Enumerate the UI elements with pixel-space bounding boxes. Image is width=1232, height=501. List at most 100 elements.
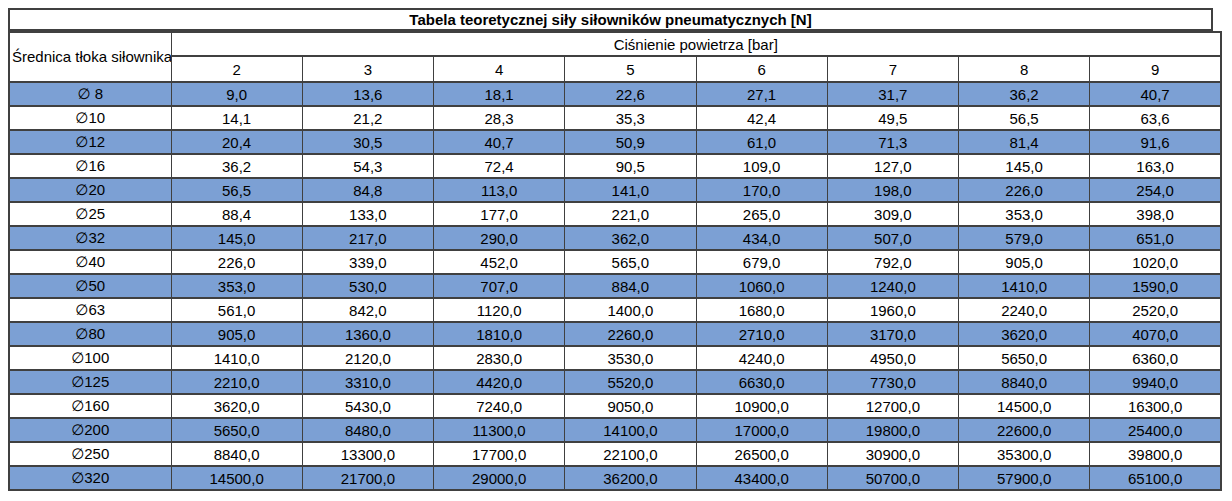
force-value-cell: 133,0 — [302, 202, 433, 226]
force-value-cell: 8480,0 — [302, 418, 433, 442]
force-value-cell: 507,0 — [827, 226, 958, 250]
force-value-cell: 10900,0 — [696, 394, 827, 418]
force-value-cell: 452,0 — [434, 250, 565, 274]
diameter-cell: ∅63 — [9, 298, 171, 322]
pressure-header-cell: 9 — [1090, 56, 1221, 82]
force-value-cell: 265,0 — [696, 202, 827, 226]
force-value-cell: 3310,0 — [302, 370, 433, 394]
pressure-header-cell: 3 — [302, 56, 433, 82]
force-value-cell: 109,0 — [696, 154, 827, 178]
force-value-cell: 40,7 — [1090, 82, 1221, 106]
force-value-cell: 905,0 — [171, 322, 302, 346]
force-value-cell: 49,5 — [827, 106, 958, 130]
diameter-cell: ∅12 — [9, 130, 171, 154]
diameter-cell: ∅25 — [9, 202, 171, 226]
table-row: ∅80905,01360,01810,02260,02710,03170,036… — [9, 322, 1221, 346]
pressure-header-cell: 2 — [171, 56, 302, 82]
force-value-cell: 398,0 — [1090, 202, 1221, 226]
force-value-cell: 8840,0 — [959, 370, 1090, 394]
force-value-cell: 2240,0 — [959, 298, 1090, 322]
force-value-cell: 3620,0 — [171, 394, 302, 418]
force-value-cell: 1680,0 — [696, 298, 827, 322]
diameter-cell: ∅100 — [9, 346, 171, 370]
force-value-cell: 2710,0 — [696, 322, 827, 346]
force-value-cell: 31,7 — [827, 82, 958, 106]
force-value-cell: 2210,0 — [171, 370, 302, 394]
force-value-cell: 36,2 — [171, 154, 302, 178]
force-value-cell: 91,6 — [1090, 130, 1221, 154]
force-value-cell: 12700,0 — [827, 394, 958, 418]
pressure-header-cell: 5 — [565, 56, 696, 82]
force-value-cell: 7240,0 — [434, 394, 565, 418]
diameter-cell: ∅160 — [9, 394, 171, 418]
diameter-cell: ∅20 — [9, 178, 171, 202]
force-value-cell: 651,0 — [1090, 226, 1221, 250]
force-value-cell: 579,0 — [959, 226, 1090, 250]
pressure-header-cell: 7 — [827, 56, 958, 82]
diameter-cell: ∅32 — [9, 226, 171, 250]
force-value-cell: 4420,0 — [434, 370, 565, 394]
force-value-cell: 290,0 — [434, 226, 565, 250]
force-value-cell: 2830,0 — [434, 346, 565, 370]
force-value-cell: 65100,0 — [1090, 466, 1221, 490]
force-value-cell: 4240,0 — [696, 346, 827, 370]
table-row: ∅1603620,05430,07240,09050,010900,012700… — [9, 394, 1221, 418]
force-value-cell: 72,4 — [434, 154, 565, 178]
table-row: ∅32145,0217,0290,0362,0434,0507,0579,065… — [9, 226, 1221, 250]
diameter-cell: ∅10 — [9, 106, 171, 130]
force-value-cell: 163,0 — [1090, 154, 1221, 178]
force-value-cell: 25400,0 — [1090, 418, 1221, 442]
pressure-group-header: Ciśnienie powietrza [bar] — [171, 32, 1221, 56]
force-value-cell: 17000,0 — [696, 418, 827, 442]
force-value-cell: 90,5 — [565, 154, 696, 178]
force-value-cell: 679,0 — [696, 250, 827, 274]
force-value-cell: 565,0 — [565, 250, 696, 274]
pressure-header-cell: 8 — [959, 56, 1090, 82]
table-row: ∅1014,121,228,335,342,449,556,563,6 — [9, 106, 1221, 130]
force-value-cell: 1410,0 — [171, 346, 302, 370]
pressure-header-row: 23456789 — [9, 56, 1221, 82]
table-row: ∅50353,0530,0707,0884,01060,01240,01410,… — [9, 274, 1221, 298]
force-value-cell: 21700,0 — [302, 466, 433, 490]
force-value-cell: 353,0 — [959, 202, 1090, 226]
force-value-cell: 113,0 — [434, 178, 565, 202]
force-value-cell: 1960,0 — [827, 298, 958, 322]
table-row: ∅1001410,02120,02830,03530,04240,04950,0… — [9, 346, 1221, 370]
table-row: ∅1252210,03310,04420,05520,06630,07730,0… — [9, 370, 1221, 394]
table-row: ∅ 89,013,618,122,627,131,736,240,7 — [9, 82, 1221, 106]
force-value-cell: 5650,0 — [171, 418, 302, 442]
force-value-cell: 2520,0 — [1090, 298, 1221, 322]
force-value-cell: 434,0 — [696, 226, 827, 250]
force-value-cell: 1590,0 — [1090, 274, 1221, 298]
force-value-cell: 13300,0 — [302, 442, 433, 466]
force-value-cell: 217,0 — [302, 226, 433, 250]
force-value-cell: 14,1 — [171, 106, 302, 130]
force-value-cell: 1810,0 — [434, 322, 565, 346]
force-value-cell: 4070,0 — [1090, 322, 1221, 346]
page: Tabela teoretycznej siły siłowników pneu… — [0, 0, 1232, 501]
force-value-cell: 20,4 — [171, 130, 302, 154]
force-value-cell: 11300,0 — [434, 418, 565, 442]
force-value-cell: 40,7 — [434, 130, 565, 154]
table-row: ∅2508840,013300,017700,022100,026500,030… — [9, 442, 1221, 466]
diameter-cell: ∅50 — [9, 274, 171, 298]
force-value-cell: 22600,0 — [959, 418, 1090, 442]
force-value-cell: 127,0 — [827, 154, 958, 178]
force-value-cell: 56,5 — [171, 178, 302, 202]
force-value-cell: 3170,0 — [827, 322, 958, 346]
force-value-cell: 561,0 — [171, 298, 302, 322]
force-value-cell: 9,0 — [171, 82, 302, 106]
force-value-cell: 353,0 — [171, 274, 302, 298]
force-value-cell: 9050,0 — [565, 394, 696, 418]
force-value-cell: 14100,0 — [565, 418, 696, 442]
table-row: ∅1220,430,540,750,961,071,381,491,6 — [9, 130, 1221, 154]
force-value-cell: 309,0 — [827, 202, 958, 226]
force-value-cell: 1400,0 — [565, 298, 696, 322]
force-value-cell: 362,0 — [565, 226, 696, 250]
force-value-cell: 50700,0 — [827, 466, 958, 490]
force-value-cell: 30,5 — [302, 130, 433, 154]
force-value-cell: 226,0 — [171, 250, 302, 274]
diameter-cell: ∅250 — [9, 442, 171, 466]
diameter-cell: ∅ 8 — [9, 82, 171, 106]
force-value-cell: 29000,0 — [434, 466, 565, 490]
